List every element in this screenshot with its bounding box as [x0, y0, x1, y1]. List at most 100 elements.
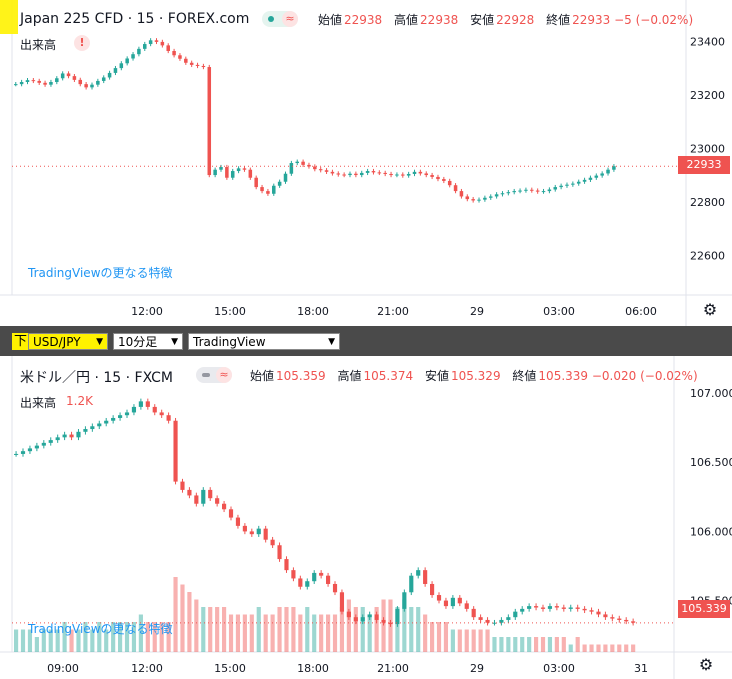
candle-body — [249, 531, 254, 535]
volume-bar — [485, 629, 490, 652]
ohlc-low-value: 105.329 — [450, 369, 501, 383]
x-tick-label: 03:00 — [543, 305, 575, 318]
candle-body — [215, 498, 220, 504]
candle-body — [72, 76, 77, 80]
source-select[interactable]: TradingView ▼ — [188, 333, 340, 350]
y-tick-label: 22600 — [690, 249, 725, 262]
source-select-value: TradingView — [193, 335, 266, 349]
candle-body — [62, 434, 67, 438]
candle-body — [600, 173, 604, 176]
volume-bar — [69, 629, 74, 652]
y-tick-label: 22800 — [690, 196, 725, 209]
candle-body — [41, 442, 46, 446]
volume-bar — [617, 644, 622, 652]
x-tick-label: 29 — [470, 662, 484, 675]
top-volume-label[interactable]: 出来高 — [20, 38, 57, 52]
volume-bar — [173, 577, 178, 652]
tradingview-watermark[interactable]: TradingViewの更なる特徴 — [28, 266, 173, 280]
y-tick-label: 23200 — [690, 89, 725, 102]
top-symbol-title[interactable]: Japan 225 CFD · 15 · FOREX.com — [20, 11, 250, 27]
candle-body — [500, 193, 505, 195]
candle-body — [119, 63, 124, 69]
candle-body — [25, 80, 30, 83]
volume-bar — [436, 622, 442, 652]
gear-icon[interactable]: ⚙ — [702, 300, 718, 319]
candle-body — [55, 437, 60, 441]
symbol-select-value: USD/JPY — [33, 335, 81, 349]
x-tick-label: 18:00 — [297, 305, 329, 318]
volume-bar — [464, 629, 469, 652]
candle-body — [588, 177, 593, 180]
volume-bar — [97, 622, 102, 652]
volume-bar — [423, 614, 428, 652]
volume-bar — [499, 637, 504, 652]
candle-body — [248, 169, 253, 178]
candle-body — [561, 607, 566, 609]
candle-body — [423, 570, 428, 584]
candle-body — [354, 173, 358, 176]
x-tick-label: 06:00 — [625, 305, 657, 318]
bottom-chart-panel: 107.000106.500106.000105.50009:0012:0015… — [0, 356, 732, 679]
bottom-chart-header: 米ドル／円 · 15 · FXCM ≈ 始値 105.359 高値 105.374 … — [0, 356, 732, 394]
candle-body — [125, 58, 129, 64]
bottom-volume-label[interactable]: 出来高 — [20, 396, 57, 410]
candle-body — [520, 608, 525, 612]
volume-bar — [319, 614, 324, 652]
bottom-symbol-title[interactable]: 米ドル／円 · 15 · FXCM — [20, 370, 173, 386]
volume-bar — [554, 637, 559, 652]
volume-bar — [631, 644, 636, 652]
candle-body — [371, 171, 376, 173]
volume-bar — [353, 607, 358, 652]
candle-body — [298, 578, 303, 587]
interval-select-value: 10分足 — [118, 335, 158, 349]
volume-bar — [208, 607, 213, 652]
candle-body — [359, 172, 364, 176]
candle-body — [418, 171, 423, 174]
candle-body — [547, 189, 552, 192]
candle-body — [534, 606, 539, 608]
candle-body — [66, 73, 71, 77]
volume-bar — [83, 622, 88, 652]
ohlc-open-value: 22938 — [344, 13, 383, 27]
market-status-badge[interactable]: ≈ — [262, 11, 298, 27]
candle-body — [90, 426, 95, 430]
top-chart-header: Japan 225 CFD · 15 · FOREX.com ≈ 始値 22938… — [0, 0, 732, 38]
candle-body — [295, 161, 299, 164]
volume-bar — [284, 607, 289, 652]
volume-bar — [55, 629, 60, 652]
candle-body — [230, 171, 235, 178]
bottom-ohlc-legend: 始値 105.359 高値 105.374 安値 105.329 終値 105.339 … — [250, 367, 706, 384]
candle-body — [97, 423, 102, 427]
volume-bar — [540, 637, 546, 652]
ohlc-open-key: 始値 — [250, 369, 275, 383]
candle-body — [565, 184, 569, 186]
tradingview-watermark[interactable]: TradingViewの更なる特徴 — [28, 622, 173, 636]
volume-bar — [568, 644, 573, 652]
volume-bar — [506, 637, 511, 652]
top-chart-canvas[interactable]: 23400 23200 23000 22800 22600 12:00 15:00 18:00… — [0, 0, 732, 326]
interval-select[interactable]: 10分足 ▼ — [113, 333, 183, 350]
volume-bar — [492, 637, 497, 652]
candle-body — [14, 453, 19, 455]
market-status-badge[interactable]: ≈ — [196, 367, 232, 383]
candle-body — [342, 174, 346, 176]
volume-bar — [305, 607, 310, 652]
candle-body — [137, 48, 141, 55]
alert-icon[interactable]: ! — [74, 35, 90, 51]
y-tick-label: 23000 — [690, 142, 725, 155]
volume-bar — [159, 622, 164, 652]
gear-icon[interactable]: ⚙ — [698, 655, 714, 674]
volume-bar — [520, 637, 525, 652]
candle-body — [83, 429, 88, 432]
candle-body — [207, 67, 212, 176]
candle-body — [606, 169, 610, 174]
volume-bar — [298, 614, 303, 652]
candle-body — [395, 174, 399, 176]
symbol-select[interactable]: USD/JPY ▼ — [28, 333, 108, 350]
candle-body — [138, 401, 143, 407]
volume-bar — [249, 614, 254, 652]
candle-body — [617, 618, 622, 620]
candle-body — [478, 617, 483, 620]
candle-body — [406, 173, 411, 176]
candle-body — [318, 169, 323, 171]
